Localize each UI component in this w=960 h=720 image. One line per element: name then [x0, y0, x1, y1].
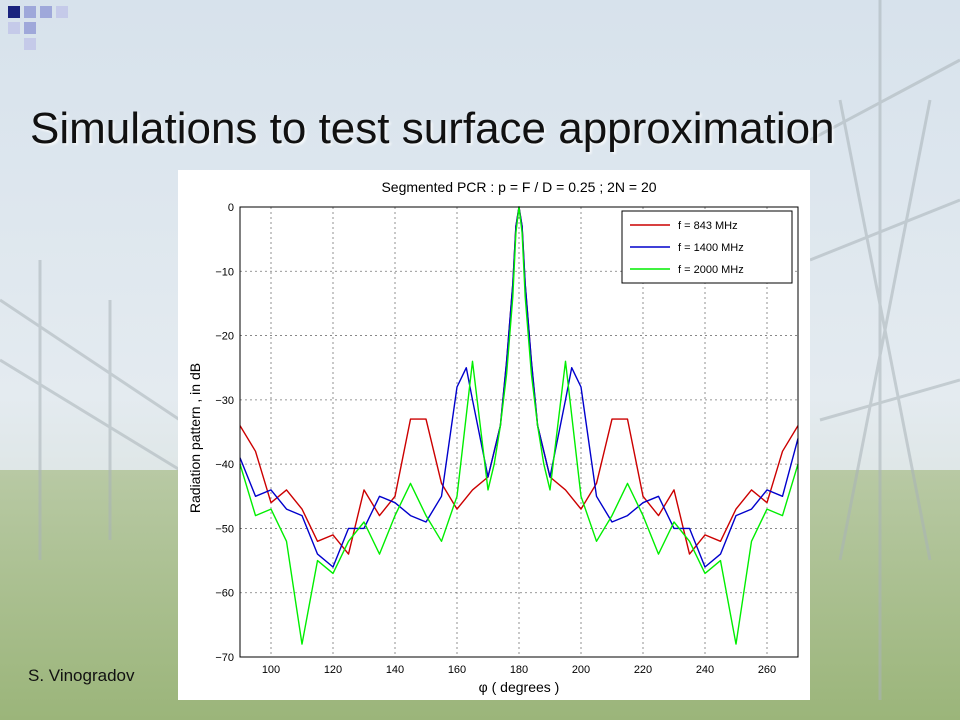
legend-label-843: f = 843 MHz	[678, 220, 738, 232]
legend-label-1400: f = 1400 MHz	[678, 242, 744, 254]
y-tick-label: −30	[215, 395, 234, 407]
y-axis-label: Radiation pattern , in dB	[187, 363, 203, 513]
y-tick-label: −70	[215, 652, 234, 664]
y-tick-label: −20	[215, 331, 234, 343]
chart-title: Segmented PCR : p = F / D = 0.25 ; 2N = …	[381, 179, 656, 195]
radiation-pattern-chart: Segmented PCR : p = F / D = 0.25 ; 2N = …	[187, 179, 799, 695]
x-tick-label: 200	[572, 664, 590, 676]
y-tick-label: −60	[215, 588, 234, 600]
x-tick-label: 220	[634, 664, 652, 676]
corner-decoration	[8, 6, 68, 50]
y-tick-label: −10	[215, 266, 234, 278]
x-tick-label: 260	[758, 664, 776, 676]
y-tick-label: −40	[215, 459, 234, 471]
figure-panel: Segmented PCR : p = F / D = 0.25 ; 2N = …	[178, 170, 810, 700]
y-tick-label: −50	[215, 523, 234, 535]
x-tick-label: 140	[386, 664, 404, 676]
grid	[240, 206, 798, 658]
x-tick-label: 240	[696, 664, 714, 676]
x-tick-label: 120	[324, 664, 342, 676]
x-tick-label: 160	[448, 664, 466, 676]
plot-frame	[239, 206, 799, 658]
tick-labels: 100 120 140 160 180 200 220 240 260 0 −10 −20 −30 −40…	[215, 202, 776, 676]
legend-label-2000: f = 2000 MHz	[678, 264, 744, 276]
slide-title: Simulations to test surface approximatio…	[30, 104, 835, 153]
x-tick-label: 100	[262, 664, 280, 676]
y-tick-label: 0	[228, 202, 234, 214]
legend: f = 843 MHz f = 1400 MHz f = 2000 MHz	[621, 210, 793, 284]
x-axis-label: φ ( degrees )	[479, 679, 560, 695]
x-tick-label: 180	[510, 664, 528, 676]
author-credit: S. Vinogradov	[28, 666, 135, 685]
